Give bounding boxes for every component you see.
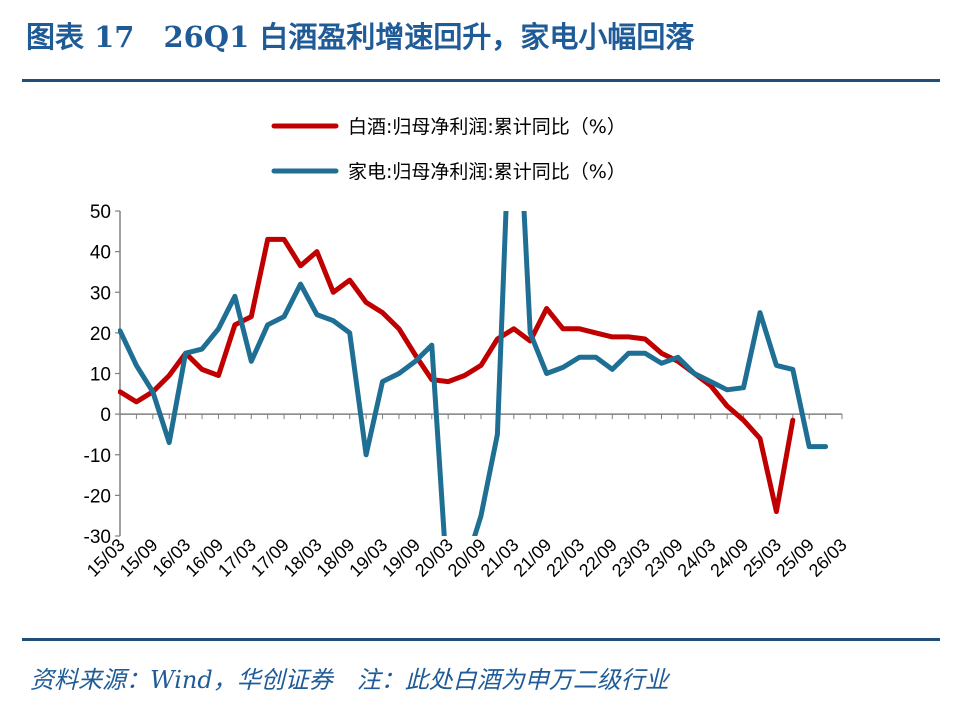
legend-item-baijiu: 白酒:归母净利润:累计同比（%） xyxy=(271,116,626,138)
line-chart: 白酒:归母净利润:累计同比（%） 家电:归母净利润:累计同比（%） 50 40 30 2… xyxy=(83,116,851,581)
y-tick-label: -20 xyxy=(84,486,111,507)
y-tick-label: 50 xyxy=(90,202,111,223)
x-tick-label: 26/03 xyxy=(805,535,851,581)
y-tick-label: 30 xyxy=(90,283,111,304)
bottom-rule xyxy=(22,638,940,641)
legend-label: 家电:归母净利润:累计同比（%） xyxy=(348,161,626,183)
y-tick-label: 20 xyxy=(90,324,111,345)
y-tick-label: 10 xyxy=(90,365,111,386)
y-tick-label: 0 xyxy=(100,405,111,426)
legend-label: 白酒:归母净利润:累计同比（%） xyxy=(348,116,626,138)
figure-title: 图表 17 26Q1 白酒盈利增速回升，家电小幅回落 xyxy=(26,20,695,54)
appliance-line xyxy=(118,211,829,536)
y-tick-label: -10 xyxy=(84,446,111,467)
plot-area xyxy=(118,211,829,536)
baijiu-line xyxy=(118,236,796,515)
top-rule xyxy=(22,79,940,82)
source-note: 资料来源：Wind，华创证券 注：此处白酒为申万二级行业 xyxy=(30,666,669,694)
legend: 白酒:归母净利润:累计同比（%） 家电:归母净利润:累计同比（%） xyxy=(271,116,626,183)
chart-axes: 50403020100-10-20-3015/0315/0916/0316/09… xyxy=(83,202,851,581)
y-tick-label: 40 xyxy=(90,243,111,264)
legend-item-appliance: 家电:归母净利润:累计同比（%） xyxy=(271,161,626,183)
y-tick-label: -30 xyxy=(84,527,111,548)
